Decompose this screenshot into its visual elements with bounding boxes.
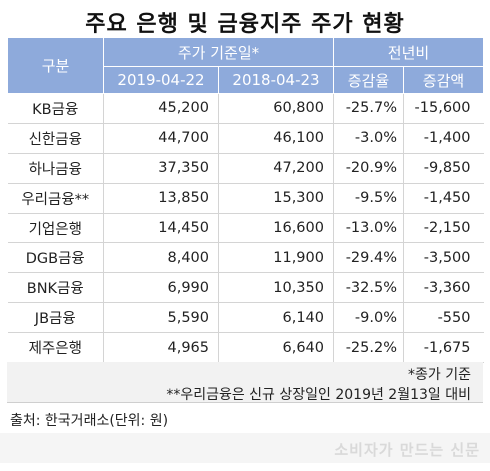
cell-p2018: 46,100 — [218, 123, 334, 154]
table-row: 우리금융** 13,850 15,300 -9.5% -1,450 — [7, 183, 484, 214]
cell-p2019: 14,450 — [103, 213, 219, 244]
cell-p2019: 6,990 — [103, 272, 219, 304]
page-title: 주요 은행 및 금융지주 주가 현황 — [85, 12, 405, 37]
cell-p2019: 45,200 — [103, 93, 219, 124]
cell-rate: -32.5% — [333, 272, 404, 304]
cell-rate: -29.4% — [333, 242, 404, 274]
table-body: KB금융 45,200 60,800 -25.7% -15,600 신한금융 44,700 4… — [7, 93, 484, 364]
cell-name: 신한금융 — [7, 123, 104, 154]
cell-p2018: 10,350 — [218, 272, 334, 304]
cell-rate: -9.0% — [333, 302, 404, 334]
cell-rate: -25.7% — [333, 93, 404, 124]
header-change-rate: 증감율 — [333, 66, 404, 94]
note-closing-price: *종가 기준 — [408, 367, 471, 383]
cell-rate: -25.2% — [333, 332, 404, 364]
cell-amount: -1,450 — [403, 183, 484, 214]
cell-name: KB금융 — [7, 93, 104, 124]
header-category: 구분 — [7, 37, 104, 94]
table-row: KB금융 45,200 60,800 -25.7% -15,600 — [7, 93, 484, 124]
header-price-group: 주가 기준일* — [103, 37, 334, 67]
cell-p2018: 47,200 — [218, 153, 334, 184]
cell-p2018: 6,640 — [218, 332, 334, 364]
notes-box: *종가 기준 **우리금융은 신규 상장일인 2019년 2월13일 대비 — [7, 362, 483, 403]
cell-rate: -20.9% — [333, 153, 404, 184]
cell-p2019: 44,700 — [103, 123, 219, 154]
stock-price-table: 구분 주가 기준일* 전년비 2019-04-22 2018-04-23 증감율… — [7, 37, 484, 364]
cell-amount: -15,600 — [403, 93, 484, 124]
source-caption: 출처: 한국거래소(단위: 원) — [10, 413, 169, 429]
cell-amount: -550 — [403, 302, 484, 334]
table-row: DGB금융 8,400 11,900 -29.4% -3,500 — [7, 242, 484, 274]
cell-amount: -1,400 — [403, 123, 484, 154]
cell-p2018: 16,600 — [218, 213, 334, 244]
cell-p2018: 15,300 — [218, 183, 334, 214]
table-row: 신한금융 44,700 46,100 -3.0% -1,400 — [7, 123, 484, 154]
cell-name: 제주은행 — [7, 332, 104, 364]
table-row: BNK금융 6,990 10,350 -32.5% -3,360 — [7, 272, 484, 304]
cell-amount: -1,675 — [403, 332, 484, 364]
cell-p2018: 6,140 — [218, 302, 334, 334]
cell-p2019: 5,590 — [103, 302, 219, 334]
footer-bar: 소비자가 만드는 신문 — [0, 433, 490, 463]
cell-amount: -9,850 — [403, 153, 484, 184]
cell-rate: -3.0% — [333, 123, 404, 154]
table-row: 하나금융 37,350 47,200 -20.9% -9,850 — [7, 153, 484, 184]
cell-rate: -9.5% — [333, 183, 404, 214]
cell-p2018: 11,900 — [218, 242, 334, 274]
cell-name: 우리금융** — [7, 183, 104, 214]
header-change-amount: 증감액 — [403, 66, 484, 94]
table-row: 제주은행 4,965 6,640 -25.2% -1,675 — [7, 332, 484, 364]
header-yoy-group: 전년비 — [333, 37, 484, 67]
cell-name: DGB금융 — [7, 242, 104, 274]
table-row: 기업은행 14,450 16,600 -13.0% -2,150 — [7, 213, 484, 244]
cell-amount: -3,360 — [403, 272, 484, 304]
note-woori-listing: **우리금융은 신규 상장일인 2019년 2월13일 대비 — [166, 387, 471, 403]
cell-name: 하나금융 — [7, 153, 104, 184]
cell-rate: -13.0% — [333, 213, 404, 244]
cell-p2019: 37,350 — [103, 153, 219, 184]
brand-watermark: 소비자가 만드는 신문 — [334, 441, 480, 459]
header-date-2018: 2018-04-23 — [218, 66, 334, 94]
table-row: JB금융 5,590 6,140 -9.0% -550 — [7, 302, 484, 334]
header-date-2019: 2019-04-22 — [103, 66, 219, 94]
cell-amount: -3,500 — [403, 242, 484, 274]
cell-amount: -2,150 — [403, 213, 484, 244]
cell-name: BNK금융 — [7, 272, 104, 304]
cell-p2019: 13,850 — [103, 183, 219, 214]
cell-p2019: 4,965 — [103, 332, 219, 364]
cell-name: JB금융 — [7, 302, 104, 334]
cell-p2018: 60,800 — [218, 93, 334, 124]
cell-name: 기업은행 — [7, 213, 104, 244]
cell-p2019: 8,400 — [103, 242, 219, 274]
